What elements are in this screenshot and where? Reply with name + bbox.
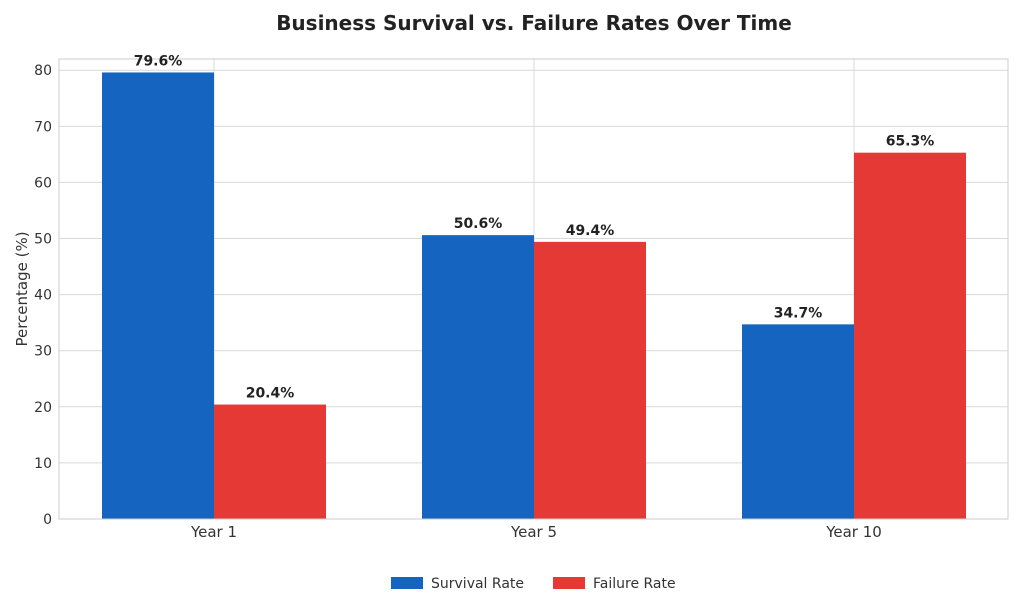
data-label-survival-rate-year-5: 50.6% bbox=[454, 216, 503, 232]
y-tick-label-50: 50 bbox=[34, 232, 52, 248]
data-label-failure-rate-year-1: 20.4% bbox=[246, 386, 295, 402]
legend-label-survival-rate: Survival Rate bbox=[431, 576, 524, 592]
y-tick-label-40: 40 bbox=[34, 288, 52, 304]
legend-swatch-failure-rate bbox=[553, 577, 585, 589]
data-label-survival-rate-year-10: 34.7% bbox=[774, 305, 823, 321]
y-tick-label-80: 80 bbox=[34, 63, 52, 79]
data-label-survival-rate-year-1: 79.6% bbox=[134, 53, 183, 69]
bar-failure-rate-year-5 bbox=[534, 241, 646, 519]
plot-frame bbox=[58, 58, 1009, 520]
data-label-failure-rate-year-10: 65.3% bbox=[886, 134, 935, 150]
bar-failure-rate-year-1 bbox=[214, 404, 326, 519]
bar-survival-rate-year-5 bbox=[422, 235, 534, 519]
legend-label-failure-rate: Failure Rate bbox=[593, 576, 676, 592]
legend-swatch-survival-rate bbox=[391, 577, 423, 589]
chart-title: Business Survival vs. Failure Rates Over… bbox=[276, 11, 792, 35]
bar-survival-rate-year-10 bbox=[742, 324, 854, 519]
y-axis-label: Percentage (%) bbox=[13, 231, 31, 346]
y-tick-label-60: 60 bbox=[34, 175, 52, 191]
y-tick-label-0: 0 bbox=[43, 512, 52, 528]
axis-ticks: 0 10 20 30 40 50 60 70 80 Year 1 Year 5 Year 10 bbox=[34, 63, 882, 541]
bars bbox=[102, 72, 966, 520]
x-tick-label-year-1: Year 1 bbox=[190, 523, 237, 541]
y-tick-label-30: 30 bbox=[34, 344, 52, 360]
legend: Survival Rate Failure Rate bbox=[391, 576, 676, 592]
data-label-failure-rate-year-5: 49.4% bbox=[566, 223, 615, 239]
y-tick-label-10: 10 bbox=[34, 456, 52, 472]
bar-failure-rate-year-10 bbox=[854, 152, 966, 519]
y-tick-label-20: 20 bbox=[34, 400, 52, 416]
y-tick-label-70: 70 bbox=[34, 119, 52, 135]
x-tick-label-year-10: Year 10 bbox=[825, 523, 882, 541]
x-tick-label-year-5: Year 5 bbox=[510, 523, 557, 541]
bar-survival-rate-year-1 bbox=[102, 72, 214, 520]
data-labels: 79.6% 50.6% 34.7% 20.4% 49.4% 65.3% bbox=[134, 53, 935, 401]
